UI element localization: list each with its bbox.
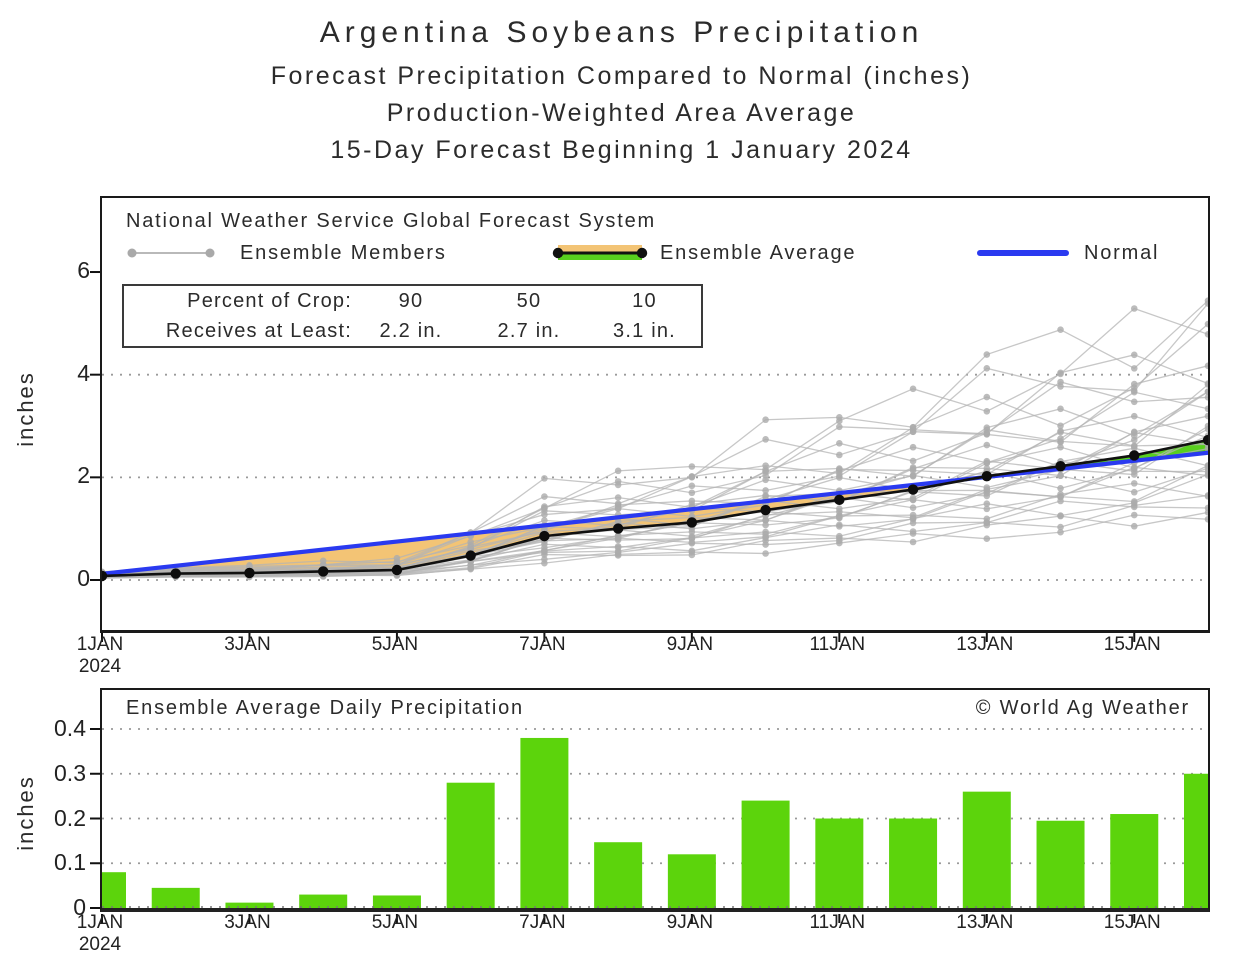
ensemble-member xyxy=(102,388,1208,578)
ensemble-average-legend-icon xyxy=(552,245,648,260)
ensemble-average-legend-label: Ensemble Average xyxy=(660,242,857,264)
top-x-tick-label: 13JAN xyxy=(956,634,1014,655)
precip-bar xyxy=(372,895,421,908)
precip-bar xyxy=(667,854,716,908)
precip-bars xyxy=(102,737,1208,908)
bottom-y-tick-label: 0 xyxy=(73,894,86,920)
precip-bar xyxy=(741,800,790,908)
top-chart-y-axis-label: inches xyxy=(13,371,38,447)
bottom-y-tick-label: 0.4 xyxy=(54,715,86,741)
top-x-tick-label: 5JAN xyxy=(371,634,419,655)
precip-bar xyxy=(1036,820,1085,908)
precip-bar xyxy=(594,842,643,908)
ensemble-member xyxy=(102,320,1208,577)
bottom-x-tick-year-label: 2024 xyxy=(78,934,122,955)
precip-bar xyxy=(225,902,274,908)
bottom-x-tick-label: 5JAN xyxy=(371,912,419,933)
bottom-x-tick-label: 7JAN xyxy=(519,912,566,933)
bottom-x-tick-label: 11JAN xyxy=(809,912,866,933)
top-x-tick-label: 7JAN xyxy=(519,634,566,655)
crop-table-row2-value-90: 2.2 in. xyxy=(379,319,443,342)
precip-bar xyxy=(815,818,864,908)
top-x-tick-label: 3JAN xyxy=(224,634,271,655)
precip-bar xyxy=(102,872,126,908)
subtitle-compared-to-normal: Forecast Precipitation Compared to Norma… xyxy=(270,62,973,90)
bottom-y-tick-label: 0.2 xyxy=(54,804,86,831)
top-y-tick-label: 0 xyxy=(77,565,90,591)
bottom-y-tick-label: 0.1 xyxy=(54,849,86,876)
precip-bar xyxy=(446,782,495,908)
crop-table-row1-value-50: 50 xyxy=(516,289,542,312)
ensemble-member xyxy=(102,388,1208,578)
daily-precip-chart xyxy=(90,688,1210,923)
normal-legend-label: Normal xyxy=(1084,242,1160,264)
precip-bar xyxy=(889,818,938,908)
subtitle-area-average: Production-Weighted Area Average xyxy=(386,99,857,127)
ensemble-members-legend-label: Ensemble Members xyxy=(240,242,447,264)
data-source-label: National Weather Service Global Forecast… xyxy=(126,210,656,232)
bottom-axis-ticks xyxy=(90,728,1136,923)
precip-bar xyxy=(151,887,200,908)
top-axis-ticks xyxy=(90,271,1136,642)
precip-bar xyxy=(1184,773,1208,908)
ensemble-members-legend-icon xyxy=(127,248,215,258)
crop-table-row2-value-50: 2.7 in. xyxy=(497,319,561,342)
bottom-x-tick-label: 1JAN xyxy=(76,912,124,933)
top-x-tick-label: 1JAN xyxy=(76,634,124,655)
top-y-tick-label: 2 xyxy=(77,462,90,489)
ensemble-average-dots xyxy=(102,434,1208,582)
crop-table-row1-label: Percent of Crop: xyxy=(187,289,352,312)
top-x-tick-label: 15JAN xyxy=(1103,634,1161,655)
precip-bar xyxy=(962,791,1011,908)
top-x-tick-label: 11JAN xyxy=(809,634,866,655)
crop-table-row2-value-10: 3.1 in. xyxy=(613,319,676,342)
precip-bar xyxy=(299,894,348,908)
subtitle-forecast-period: 15-Day Forecast Beginning 1 January 2024 xyxy=(330,136,913,164)
normal-legend-icon xyxy=(977,250,1069,256)
bottom-x-tick-label: 13JAN xyxy=(956,912,1014,933)
bottom-x-tick-label: 15JAN xyxy=(1103,912,1161,933)
top-x-tick-year-label: 2024 xyxy=(78,656,122,677)
bottom-x-tick-label: 3JAN xyxy=(224,912,271,933)
daily-precip-chart-svg xyxy=(90,728,1208,923)
ensemble-average-line xyxy=(102,438,1208,578)
page-title: Argentina Soybeans Precipitation xyxy=(319,16,924,49)
crop-table-row1-value-90: 90 xyxy=(398,289,424,312)
precip-bar xyxy=(520,737,569,908)
bottom-chart-y-axis-label: inches xyxy=(13,775,38,851)
daily-precip-chart-title: Ensemble Average Daily Precipitation xyxy=(126,697,524,719)
cumulative-forecast-chart-svg xyxy=(90,271,1208,642)
crop-table-row2-label: Receives at Least: xyxy=(165,319,352,342)
ensemble-member xyxy=(102,305,1208,576)
top-y-tick-label: 4 xyxy=(77,359,90,386)
bottom-x-tick-label: 9JAN xyxy=(666,912,714,933)
precip-bar xyxy=(1110,814,1159,908)
crop-percent-table: Percent of Crop: 90 50 10 Receives at Le… xyxy=(122,284,703,348)
bottom-y-tick-label: 0.3 xyxy=(54,759,86,786)
ensemble-member xyxy=(102,388,1208,579)
cumulative-forecast-chart xyxy=(90,196,1210,642)
copyright-credit: © World Ag Weather xyxy=(975,697,1190,719)
top-x-tick-label: 9JAN xyxy=(666,634,714,655)
ensemble-member xyxy=(102,297,1208,576)
top-y-tick-label: 6 xyxy=(77,257,90,284)
normal-line xyxy=(102,450,1208,576)
crop-table-row1-value-10: 10 xyxy=(632,289,657,312)
